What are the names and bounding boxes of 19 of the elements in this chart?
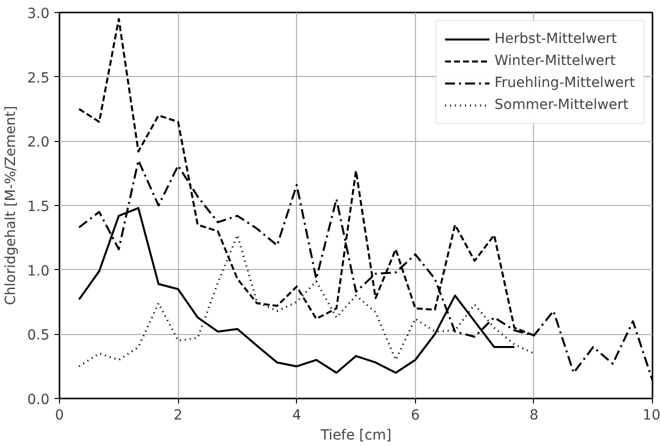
x-tick-label: 8	[529, 408, 538, 424]
y-axis-title: Chloridgehalt [M-%/Zement]	[3, 106, 20, 306]
y-tick-label: 0.5	[27, 328, 50, 344]
x-tick-label: 6	[410, 408, 420, 424]
x-tick-label: 2	[174, 408, 183, 424]
legend-label: Sommer-Mittelwert	[494, 97, 629, 113]
y-tick-label: 2.5	[27, 70, 50, 86]
legend-label: Herbst-Mittelwert	[494, 31, 617, 47]
x-tick-label: 0	[55, 408, 64, 424]
x-axis-title: Tiefe [cm]	[320, 428, 392, 444]
y-tick-label: 3.0	[27, 6, 50, 22]
y-tick-label: 2.0	[27, 134, 50, 151]
x-tick-label: 4	[292, 408, 302, 424]
legend-label: Fruehling-Mittelwert	[494, 75, 635, 91]
y-tick-label: 1.5	[27, 199, 50, 215]
y-tick-label: 1.0	[27, 263, 50, 280]
x-tick-label: 10	[642, 408, 660, 424]
legend-label: Winter-Mittelwert	[494, 53, 616, 69]
y-tick-label: 0.0	[27, 392, 50, 408]
